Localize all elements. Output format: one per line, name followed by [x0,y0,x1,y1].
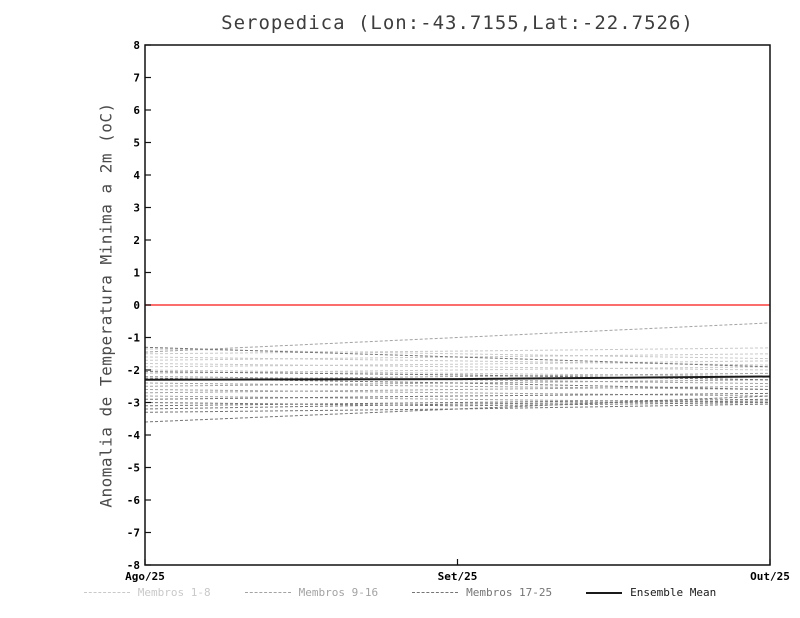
svg-text:3: 3 [133,202,140,215]
svg-text:Set/25: Set/25 [438,570,478,583]
legend-item-ensemble-mean: Ensemble Mean [586,586,716,599]
legend-line-sample-dashed-light [83,592,130,593]
svg-text:-7: -7 [127,527,140,540]
legend-label: Membros 17-25 [466,586,553,599]
svg-text:-5: -5 [127,462,140,475]
legend-line-sample-solid [586,591,623,594]
legend-label: Membros 9-16 [298,586,379,599]
svg-text:5: 5 [133,137,140,150]
svg-text:2: 2 [133,234,140,247]
svg-text:-4: -4 [127,429,141,442]
svg-text:-2: -2 [127,364,140,377]
svg-text:-8: -8 [127,559,140,572]
svg-text:-3: -3 [127,397,140,410]
legend-label: Membros 1-8 [137,586,211,599]
svg-text:Ago/25: Ago/25 [125,570,165,583]
svg-text:1: 1 [133,267,140,280]
svg-text:Out/25: Out/25 [750,570,790,583]
legend-line-sample-dashed-dark [412,592,459,593]
svg-text:7: 7 [133,72,140,85]
svg-text:-6: -6 [127,494,141,507]
svg-text:8: 8 [133,39,140,52]
svg-text:6: 6 [133,104,140,117]
svg-text:0: 0 [133,299,140,312]
legend-item-membros-9-16: Membros 9-16 [244,586,379,599]
legend-item-membros-17-25: Membros 17-25 [412,586,552,599]
svg-text:4: 4 [133,169,140,182]
legend-label: Ensemble Mean [630,586,717,599]
legend-item-membros-1-8: Membros 1-8 [83,586,211,599]
legend-line-sample-dashed-mid [244,592,291,593]
chart-title: Seropedica (Lon:-43.7155,Lat:-22.7526) [221,12,694,34]
svg-text:-1: -1 [127,332,141,345]
legend: Membros 1-8 Membros 9-16 Membros 17-25 E… [0,586,800,599]
y-axis-label: Anomalia de Temperatura Minima a 2m (oC) [96,102,116,508]
